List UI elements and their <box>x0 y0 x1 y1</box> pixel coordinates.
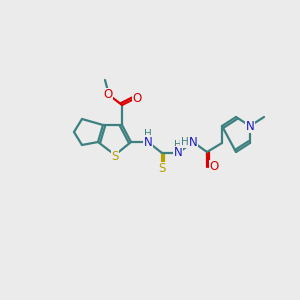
Text: N: N <box>246 119 254 133</box>
Text: H: H <box>174 140 182 150</box>
Text: O: O <box>103 88 112 101</box>
Text: O: O <box>132 92 142 104</box>
Text: N: N <box>174 146 182 160</box>
Text: N: N <box>144 136 152 148</box>
Text: N: N <box>189 136 197 148</box>
Text: H: H <box>144 129 152 139</box>
Text: O: O <box>209 160 219 173</box>
Text: S: S <box>158 163 166 176</box>
Text: H: H <box>181 137 189 147</box>
Text: S: S <box>111 149 119 163</box>
